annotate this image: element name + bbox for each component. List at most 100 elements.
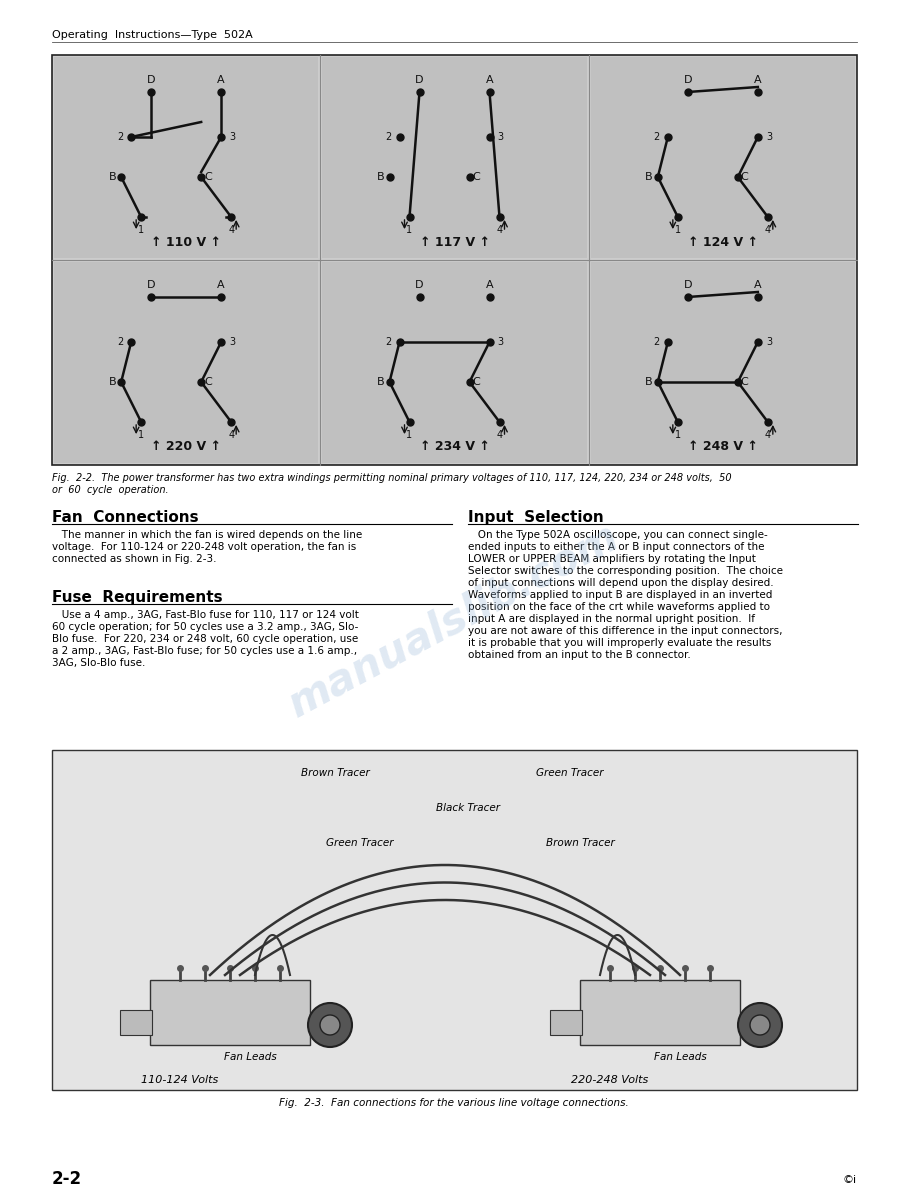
- Text: Green Tracer: Green Tracer: [536, 768, 604, 778]
- Text: Fig.  2-2.  The power transformer has two extra windings permitting nominal prim: Fig. 2-2. The power transformer has two …: [52, 473, 732, 482]
- Text: Fig.  2-3.  Fan connections for the various line voltage connections.: Fig. 2-3. Fan connections for the variou…: [279, 1098, 629, 1108]
- Text: A: A: [217, 280, 225, 290]
- Bar: [550, 1010, 582, 1034]
- Text: Brown Tracer: Brown Tracer: [545, 838, 614, 848]
- Text: input A are displayed in the normal upright position.  If: input A are displayed in the normal upri…: [468, 614, 755, 624]
- Text: D: D: [415, 280, 424, 290]
- Text: B: B: [108, 377, 116, 386]
- Text: B: B: [108, 172, 116, 182]
- Text: 60 cycle operation; for 50 cycles use a 3.2 amp., 3AG, Slo-: 60 cycle operation; for 50 cycles use a …: [52, 622, 358, 632]
- Text: Waveforms applied to input B are displayed in an inverted: Waveforms applied to input B are display…: [468, 590, 773, 600]
- Bar: [52, 750, 857, 1090]
- Text: 2: 2: [385, 132, 392, 142]
- Text: 3: 3: [497, 337, 504, 347]
- Bar: [120, 1010, 152, 1034]
- Text: Fuse  Requirements: Fuse Requirements: [52, 590, 223, 605]
- Text: 3: 3: [229, 132, 235, 142]
- Text: 3: 3: [497, 132, 504, 142]
- Bar: [54, 56, 318, 258]
- Text: or  60  cycle  operation.: or 60 cycle operation.: [52, 485, 169, 494]
- Text: Fan Leads: Fan Leads: [654, 1052, 706, 1062]
- Text: 2: 2: [654, 132, 660, 142]
- Text: it is probable that you will improperly evaluate the results: it is probable that you will improperly …: [468, 638, 772, 648]
- Text: D: D: [684, 280, 692, 290]
- Text: C: C: [473, 377, 480, 386]
- Bar: [580, 980, 740, 1045]
- Text: Use a 4 amp., 3AG, Fast-Blo fuse for 110, 117 or 124 volt: Use a 4 amp., 3AG, Fast-Blo fuse for 110…: [52, 610, 359, 620]
- Text: D: D: [147, 74, 155, 85]
- Text: D: D: [147, 280, 155, 290]
- Text: 1: 1: [674, 226, 681, 235]
- Text: 4: 4: [764, 226, 771, 235]
- Text: 2: 2: [385, 337, 392, 347]
- Text: connected as shown in Fig. 2-3.: connected as shown in Fig. 2-3.: [52, 554, 216, 564]
- Text: ↑ 234 V ↑: ↑ 234 V ↑: [420, 440, 489, 454]
- Text: 220-248 Volts: 220-248 Volts: [572, 1075, 649, 1085]
- Text: 2: 2: [117, 337, 123, 347]
- Text: 4: 4: [228, 226, 235, 235]
- Text: B: B: [645, 172, 653, 182]
- Text: 4: 4: [496, 430, 503, 440]
- Text: 3: 3: [766, 132, 772, 142]
- Text: Selector switches to the corresponding position.  The choice: Selector switches to the corresponding p…: [468, 566, 783, 576]
- Text: 4: 4: [764, 430, 771, 440]
- Text: position on the face of the crt while waveforms applied to: position on the face of the crt while wa…: [468, 602, 770, 612]
- Text: obtained from an input to the B connector.: obtained from an input to the B connecto…: [468, 650, 691, 660]
- Text: The manner in which the fan is wired depends on the line: The manner in which the fan is wired dep…: [52, 530, 363, 540]
- Text: Fan Leads: Fan Leads: [224, 1052, 276, 1062]
- Bar: [323, 56, 586, 258]
- Text: A: A: [754, 280, 762, 290]
- Text: Brown Tracer: Brown Tracer: [301, 768, 369, 778]
- Text: Operating  Instructions—Type  502A: Operating Instructions—Type 502A: [52, 30, 253, 40]
- Bar: [591, 56, 855, 258]
- Text: 1: 1: [406, 430, 413, 440]
- Circle shape: [308, 1003, 352, 1046]
- Text: 4: 4: [496, 226, 503, 235]
- Text: 4: 4: [228, 430, 235, 440]
- Text: ↑ 220 V ↑: ↑ 220 V ↑: [151, 440, 221, 454]
- Text: 1: 1: [138, 226, 145, 235]
- Text: 110-124 Volts: 110-124 Volts: [142, 1075, 219, 1085]
- Text: a 2 amp., 3AG, Fast-Blo fuse; for 50 cycles use a 1.6 amp.,: a 2 amp., 3AG, Fast-Blo fuse; for 50 cyc…: [52, 646, 357, 656]
- Text: ended inputs to either the A or B input connectors of the: ended inputs to either the A or B input …: [468, 542, 764, 552]
- Text: A: A: [485, 280, 494, 290]
- Text: ↑ 124 V ↑: ↑ 124 V ↑: [688, 235, 758, 248]
- Text: C: C: [205, 377, 212, 386]
- Bar: [150, 980, 310, 1045]
- Text: 3: 3: [229, 337, 235, 347]
- Circle shape: [738, 1003, 782, 1046]
- Text: 1: 1: [138, 430, 145, 440]
- Text: 2: 2: [117, 132, 123, 142]
- Text: 1: 1: [406, 226, 413, 235]
- Text: LOWER or UPPER BEAM amplifiers by rotating the Input: LOWER or UPPER BEAM amplifiers by rotati…: [468, 554, 756, 564]
- Text: ↑ 248 V ↑: ↑ 248 V ↑: [688, 440, 758, 454]
- Text: manualslib.com: manualslib.com: [282, 515, 626, 725]
- Text: 1: 1: [674, 430, 681, 440]
- Bar: [54, 262, 318, 463]
- Text: A: A: [217, 74, 225, 85]
- Text: Black Tracer: Black Tracer: [436, 803, 500, 814]
- Text: ↑ 110 V ↑: ↑ 110 V ↑: [151, 235, 221, 248]
- Circle shape: [750, 1015, 770, 1034]
- Text: C: C: [741, 172, 749, 182]
- Text: A: A: [485, 74, 494, 85]
- Text: 2: 2: [654, 337, 660, 347]
- Text: ©i: ©i: [843, 1175, 857, 1186]
- Text: you are not aware of this difference in the input connectors,: you are not aware of this difference in …: [468, 626, 783, 636]
- Text: ↑ 117 V ↑: ↑ 117 V ↑: [419, 235, 490, 248]
- Bar: [323, 262, 586, 463]
- Text: of input connections will depend upon the display desired.: of input connections will depend upon th…: [468, 578, 774, 588]
- Text: C: C: [473, 172, 480, 182]
- Text: D: D: [684, 74, 692, 85]
- Text: 2-2: 2-2: [52, 1170, 82, 1188]
- Text: 3AG, Slo-Blo fuse.: 3AG, Slo-Blo fuse.: [52, 658, 145, 668]
- Circle shape: [320, 1015, 340, 1034]
- Text: 3: 3: [766, 337, 772, 347]
- Text: B: B: [645, 377, 653, 386]
- Text: B: B: [377, 377, 385, 386]
- Text: On the Type 502A oscilloscope, you can connect single-: On the Type 502A oscilloscope, you can c…: [468, 530, 768, 540]
- Text: D: D: [415, 74, 424, 85]
- Text: C: C: [205, 172, 212, 182]
- Text: voltage.  For 110-124 or 220-248 volt operation, the fan is: voltage. For 110-124 or 220-248 volt ope…: [52, 542, 356, 552]
- Bar: [591, 262, 855, 463]
